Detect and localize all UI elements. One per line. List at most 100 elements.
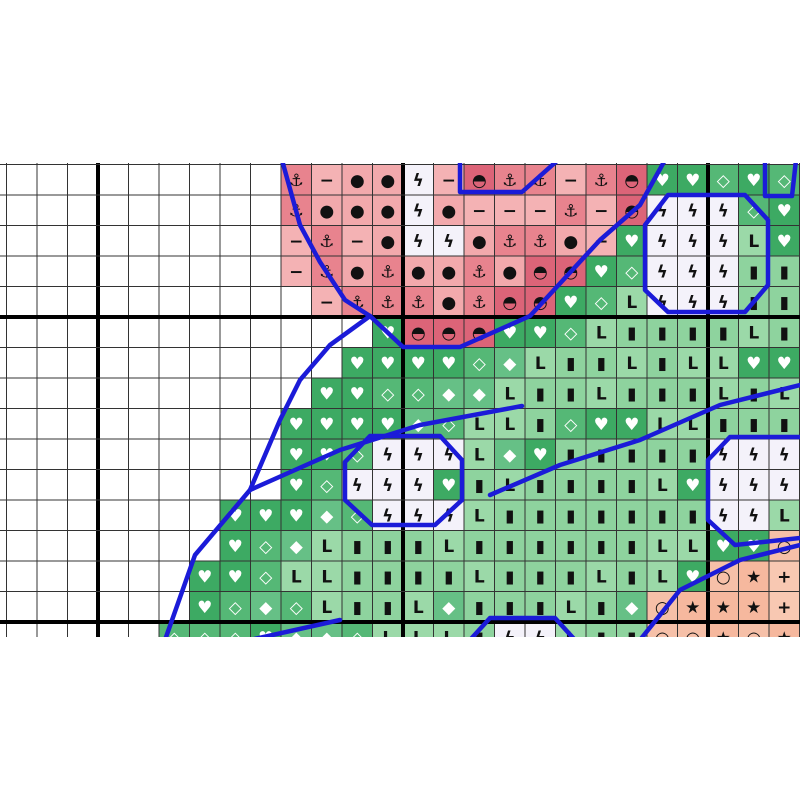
stitch-cell [128,225,159,256]
stitch-cell [342,347,373,378]
stitch-symbol: ○ [655,598,670,618]
stitch-symbol: ϟ [382,445,393,465]
stitch-cell [67,561,98,592]
stitch-symbol: ◓ [533,262,548,282]
stitch-symbol: ♥ [289,415,304,435]
stitch-cell [67,500,98,531]
stitch-symbol: ▮ [597,476,606,496]
stitch-cell [464,439,495,470]
stitch-cell [372,286,403,317]
stitch-cell [67,225,98,256]
stitch-cell [67,195,98,226]
stitch-symbol: ▮ [688,323,697,343]
stitch-symbol: ◇ [564,323,578,343]
stitch-symbol: ϟ [687,293,698,313]
stitch-symbol: ϟ [718,476,729,496]
stitch-cell [464,286,495,317]
stitch-cell [494,347,525,378]
stitch-cell [464,500,495,531]
stitch-cell [647,317,678,348]
stitch-cell [6,164,37,195]
stitch-cell [403,256,434,287]
stitch-cell [433,561,464,592]
stitch-symbol: ▮ [780,262,789,282]
stitch-symbol: ▮ [566,506,575,526]
stitch-cell [37,225,68,256]
stitch-cell [220,347,251,378]
stitch-cell [67,317,98,348]
stitch-cell [464,530,495,561]
stitch-symbol: ♥ [441,354,456,374]
stitch-symbol: ◇ [412,384,426,404]
stitch-cell [403,317,434,348]
stitch-symbol: ● [350,201,365,221]
stitch-symbol: L [382,628,393,648]
stitch-cell [128,439,159,470]
stitch-symbol: ▮ [688,506,697,526]
stitch-cell [159,286,190,317]
stitch-symbol: L [596,384,607,404]
stitch-symbol: ⚓ [502,171,517,191]
stitch-symbol: ◇ [564,415,578,435]
stitch-cell [98,530,129,561]
stitch-symbol: ▮ [505,506,514,526]
stitch-cell [433,622,464,637]
stitch-symbol: ♥ [533,323,548,343]
stitch-symbol: L [596,323,607,343]
stitch-cell [159,378,190,409]
stitch-cell [159,469,190,500]
stitch-cell [555,591,586,622]
stitch-cell [586,378,617,409]
stitch-symbol: L [687,537,698,557]
stitch-symbol: ♥ [258,628,273,648]
stitch-symbol: L [657,415,668,435]
stitch-cell [708,317,739,348]
stitch-symbol: ♥ [289,445,304,465]
stitch-symbol: ▮ [627,476,636,496]
stitch-symbol: ▮ [536,567,545,587]
stitch-symbol: ♥ [258,506,273,526]
stitch-symbol: ◆ [259,598,273,618]
stitch-cell [220,378,251,409]
stitch-symbol: ● [472,232,487,252]
stitch-cell [372,164,403,195]
stitch-cell [616,591,647,622]
stitch-symbol: ▮ [627,384,636,404]
stitch-symbol: ♥ [228,537,243,557]
stitch-cell [738,256,769,287]
stitch-symbol: ▮ [414,537,423,557]
stitch-cell [403,561,434,592]
stitch-symbol: ♥ [777,232,792,252]
stitch-symbol: ◆ [442,598,456,618]
stitch-cell [403,164,434,195]
stitch-symbol: ♥ [533,445,548,465]
stitch-cell [159,500,190,531]
stitch-symbol: ★ [777,628,792,648]
stitch-symbol: ♥ [746,354,761,374]
stitch-cell [647,347,678,378]
stitch-cell [159,317,190,348]
outline [163,313,373,637]
stitch-cell [128,530,159,561]
stitch-cell [616,164,647,195]
stitch-cell [525,378,556,409]
stitch-symbol: ϟ [657,201,668,221]
stitch-symbol: ▮ [597,628,606,648]
stitch-cell [494,378,525,409]
stitch-symbol: ▮ [444,567,453,587]
stitch-cell [525,622,556,637]
stitch-symbol: ϟ [657,232,668,252]
stitch-symbol: L [687,415,698,435]
stitch-cell [708,622,739,637]
stitch-cell [159,347,190,378]
stitch-cell [220,439,251,470]
stitch-symbol: L [504,415,515,435]
stitch-cell [616,347,647,378]
stitch-cell [67,439,98,470]
stitch-cell [250,225,281,256]
stitch-symbol: ♥ [350,354,365,374]
stitch-cell [220,317,251,348]
stitch-symbol: ϟ [687,201,698,221]
stitch-cell [525,317,556,348]
stitch-cell [189,347,220,378]
